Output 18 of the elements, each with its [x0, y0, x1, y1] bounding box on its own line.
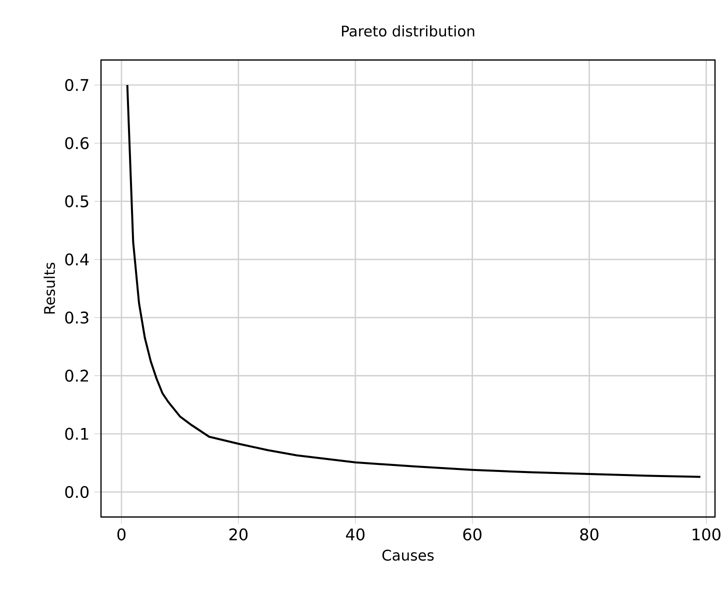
- y-tick-label: 0.7: [65, 78, 88, 92]
- x-tick-label: 40: [346, 528, 364, 540]
- x-axis-title: Causes: [382, 550, 434, 561]
- chart-title: Pareto distribution: [342, 25, 474, 37]
- y-tick-label: 0.6: [65, 137, 89, 150]
- y-tick-label: 0.5: [65, 195, 88, 208]
- x-tick-label: 20: [229, 528, 248, 540]
- y-tick-label: 0.3: [65, 312, 88, 324]
- x-tick-label: 80: [580, 528, 598, 540]
- y-tick-label: 0.2: [65, 370, 88, 382]
- y-tick-label: 0.4: [65, 253, 89, 266]
- x-tick-label: 0: [117, 528, 126, 540]
- y-axis-title: Results: [44, 262, 56, 314]
- x-tick-label: 100: [692, 528, 720, 540]
- x-tick-label: 60: [463, 528, 482, 540]
- y-tick-label: 0.1: [65, 428, 88, 440]
- y-tick-label: 0.0: [65, 486, 89, 498]
- line-series: [126, 84, 702, 478]
